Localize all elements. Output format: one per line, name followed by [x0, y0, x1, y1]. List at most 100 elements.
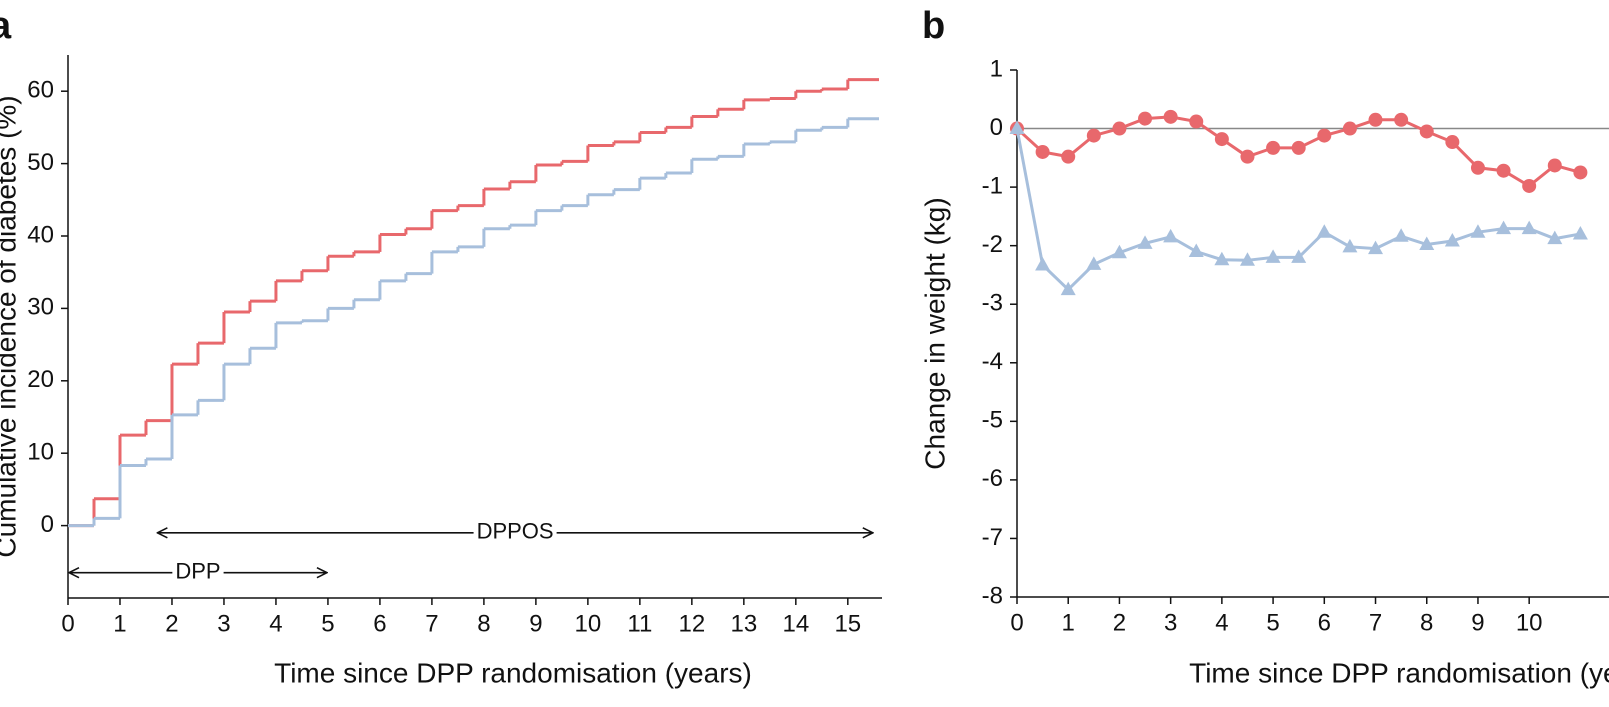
marker [1393, 228, 1409, 242]
y-tick-label: -4 [982, 348, 1003, 375]
marker [1444, 232, 1460, 247]
x-tick-label: 5 [1266, 609, 1279, 636]
marker [1317, 128, 1332, 143]
marker [1419, 124, 1434, 139]
x-tick-label: 10 [1516, 609, 1543, 636]
marker [1163, 228, 1179, 243]
x-tick-label: 1 [113, 610, 126, 637]
x-tick-label: 9 [1471, 609, 1484, 636]
marker [1189, 114, 1204, 129]
marker [1547, 158, 1562, 173]
y-tick-label: 60 [27, 77, 54, 104]
x-tick-label: 10 [575, 610, 602, 637]
marker [1061, 149, 1076, 164]
annotation-text: DPP [175, 558, 220, 583]
annotation-bg [473, 518, 557, 544]
marker [1291, 249, 1307, 263]
x-tick-label: 11 [627, 610, 652, 637]
x-axis-label: Time since DPP randomisation (years) [1189, 657, 1609, 688]
y-tick-label: 1 [990, 55, 1003, 82]
x-tick-label: 15 [834, 610, 861, 637]
x-tick-label: 0 [1010, 609, 1023, 636]
marker [1394, 112, 1409, 127]
marker [1239, 252, 1255, 266]
x-tick-label: 0 [61, 610, 74, 637]
x-tick-label: 12 [678, 610, 705, 637]
y-tick-label: 30 [27, 294, 54, 321]
marker [1035, 144, 1050, 159]
marker [1265, 249, 1281, 263]
x-tick-label: 7 [1369, 609, 1382, 636]
marker [1111, 244, 1127, 259]
x-tick-label: 8 [477, 610, 490, 637]
marker [1470, 160, 1485, 175]
x-axis-label: Time since DPP randomisation (years) [274, 657, 752, 688]
x-tick-label: 6 [373, 610, 386, 637]
y-tick-label: 40 [27, 221, 54, 248]
x-tick-label: 9 [529, 610, 542, 637]
y-tick-label: -6 [982, 465, 1003, 492]
x-tick-label: 2 [165, 610, 178, 637]
annotation-bg [172, 558, 224, 584]
panel-label: b [922, 5, 945, 47]
marker [1547, 230, 1563, 245]
marker [1009, 120, 1025, 135]
marker [1496, 220, 1512, 235]
marker [1572, 225, 1588, 240]
y-tick-label: -8 [982, 582, 1003, 609]
marker [1316, 224, 1332, 238]
marker [1086, 128, 1101, 143]
marker [1138, 111, 1153, 126]
y-axis-label: Change in weight (kg) [919, 197, 950, 469]
x-tick-label: 13 [730, 610, 757, 637]
marker [1214, 251, 1230, 266]
marker [1086, 256, 1102, 270]
x-tick-label: 6 [1318, 609, 1331, 636]
marker [1035, 256, 1051, 271]
y-tick-label: 10 [27, 439, 54, 466]
panel-label: a [0, 5, 12, 47]
x-tick-label: 5 [321, 610, 334, 637]
y-tick-label: -5 [982, 407, 1003, 434]
x-tick-label: 1 [1062, 609, 1075, 636]
x-tick-label: 3 [1164, 609, 1177, 636]
marker [1522, 178, 1537, 193]
y-tick-label: 0 [41, 511, 54, 538]
marker [1214, 132, 1229, 147]
y-tick-label: 0 [990, 114, 1003, 141]
marker [1368, 240, 1384, 255]
marker [1368, 112, 1383, 127]
x-tick-label: 2 [1113, 609, 1126, 636]
x-tick-label: 4 [1215, 609, 1228, 636]
marker [1521, 220, 1537, 235]
y-tick-label: -2 [982, 231, 1003, 258]
marker [1496, 163, 1511, 178]
marker [1266, 140, 1281, 155]
marker [1573, 165, 1588, 180]
marker [1240, 149, 1255, 164]
x-tick-label: 8 [1420, 609, 1433, 636]
x-tick-label: 3 [217, 610, 230, 637]
x-tick-label: 14 [782, 610, 809, 637]
marker [1445, 135, 1460, 150]
marker [1470, 224, 1486, 238]
marker [1291, 140, 1306, 155]
marker [1163, 109, 1178, 124]
x-tick-label: 7 [425, 610, 438, 637]
y-tick-label: 20 [27, 366, 54, 393]
annotation-text: DPPOS [477, 519, 554, 544]
marker [1342, 238, 1358, 253]
y-tick-label: -7 [982, 524, 1003, 551]
y-tick-label: 50 [27, 149, 54, 176]
marker [1342, 121, 1357, 136]
x-tick-label: 4 [269, 610, 282, 637]
y-tick-label: -3 [982, 290, 1003, 317]
marker [1112, 121, 1127, 136]
marker [1419, 236, 1435, 250]
marker [1060, 281, 1076, 296]
y-axis-label: Cumulative incidence of diabetes (%) [0, 95, 21, 557]
marker [1188, 243, 1204, 258]
